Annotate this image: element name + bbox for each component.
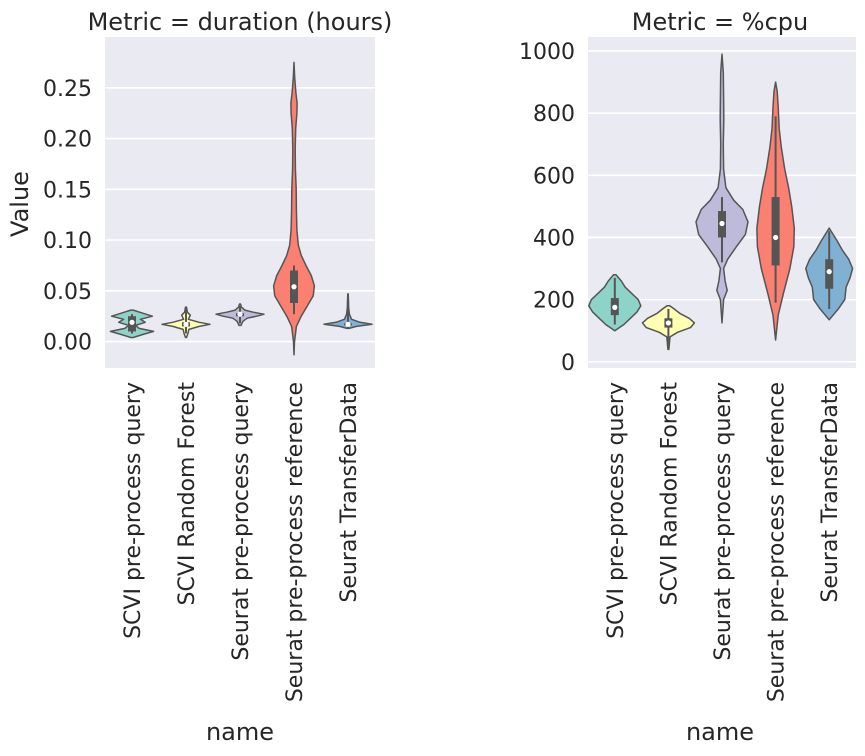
violin-median — [291, 284, 297, 290]
x-tick-label: SCVI pre-process query — [121, 382, 146, 639]
cpu-subplot: 0 200 400 600 800 1000 SCVI pre-process query… — [519, 8, 856, 746]
y-tick-label: 0 — [561, 351, 575, 376]
y-axis-label-duration: Value — [6, 171, 34, 237]
violin-median — [237, 311, 243, 317]
violin-body — [695, 53, 749, 324]
x-tick-label: Seurat pre-process query — [229, 382, 254, 661]
violin — [756, 81, 796, 341]
y-tick-label: 0.10 — [43, 229, 92, 254]
y-tick-label: 1000 — [519, 40, 575, 65]
violin — [109, 309, 155, 339]
x-tick-label: Seurat TransferData — [818, 382, 843, 603]
x-tick-label: Seurat pre-process reference — [765, 382, 790, 702]
y-tick-label: 0.25 — [43, 77, 92, 102]
violin-median — [826, 269, 832, 275]
violin-body — [272, 61, 316, 356]
violin — [695, 53, 749, 324]
x-axis-label-duration: name — [206, 718, 274, 746]
violin-median — [612, 304, 618, 310]
y-tick-label: 0.20 — [43, 128, 92, 153]
x-tick-label: SCVI pre-process query — [604, 382, 629, 639]
duration-subplot: 0.00 0.05 0.10 0.15 0.20 0.25 SCVI pre-proces… — [6, 8, 392, 746]
y-tick-label: 800 — [533, 102, 575, 127]
x-tick-label: Seurat TransferData — [337, 382, 362, 603]
y-tick-label: 200 — [533, 289, 575, 314]
violin-median — [665, 320, 672, 326]
violin — [323, 293, 373, 330]
x-tick-label: Seurat pre-process reference — [283, 382, 308, 702]
chart-title-cpu: Metric = %cpu — [632, 8, 808, 36]
violin — [272, 61, 316, 356]
y-tick-labels-cpu: 0 200 400 600 800 1000 — [519, 40, 575, 376]
violin — [215, 303, 265, 327]
x-tick-label: Seurat pre-process query — [711, 382, 736, 661]
violins-duration — [109, 61, 373, 356]
x-tick-labels-duration: SCVI pre-process query SCVI Random Forest… — [121, 382, 362, 703]
x-tick-label: SCVI Random Forest — [657, 382, 682, 606]
violin — [805, 227, 854, 321]
y-tick-label: 0.05 — [43, 280, 92, 305]
violin — [588, 274, 642, 332]
violins-cpu — [588, 53, 854, 351]
y-tick-labels-duration: 0.00 0.05 0.10 0.15 0.20 0.25 — [43, 77, 92, 356]
x-axis-label-cpu: name — [686, 718, 754, 746]
violin-median — [183, 321, 189, 327]
y-tick-label: 400 — [533, 226, 575, 251]
violin-median — [129, 319, 135, 325]
x-tick-labels-cpu: SCVI pre-process query SCVI Random Forest… — [604, 382, 843, 703]
y-tick-label: 0.00 — [43, 331, 92, 356]
violin-median — [345, 321, 351, 327]
violin-median — [719, 220, 725, 227]
violin — [161, 306, 211, 339]
y-tick-label: 600 — [533, 164, 575, 189]
x-tick-label: SCVI Random Forest — [175, 382, 200, 606]
violin — [641, 305, 696, 351]
chart-title-duration: Metric = duration (hours) — [88, 8, 393, 36]
violin-median — [773, 234, 779, 241]
violin-iqr-box — [771, 197, 780, 266]
y-tick-label: 0.15 — [43, 178, 92, 203]
gridlines-duration — [105, 86, 375, 343]
